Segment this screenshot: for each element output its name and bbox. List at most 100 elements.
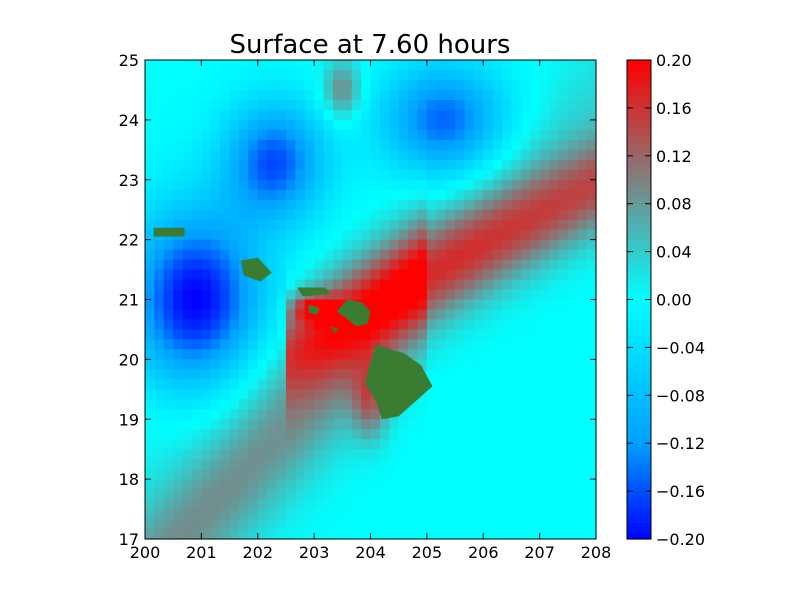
heatmap-cell xyxy=(332,529,343,540)
colorbar-swatch xyxy=(627,379,651,384)
heatmap-cell xyxy=(154,99,165,111)
heatmap-cell xyxy=(502,359,513,370)
colorbar-swatch xyxy=(627,235,651,241)
heatmap-cell xyxy=(145,269,155,281)
heatmap-cell xyxy=(464,169,475,181)
colorbar-swatch xyxy=(627,479,651,484)
heatmap-cell xyxy=(577,259,588,271)
heatmap-cell xyxy=(464,259,475,271)
heatmap-cell xyxy=(370,69,381,81)
heatmap-cell xyxy=(558,79,569,91)
heatmap-cell xyxy=(445,379,456,390)
heatmap-cell xyxy=(295,329,306,341)
heatmap-cell xyxy=(520,449,531,460)
colorbar-swatch xyxy=(627,191,651,197)
heatmap-cell xyxy=(473,79,484,91)
heatmap-cell xyxy=(361,249,372,261)
heatmap-cell xyxy=(567,269,578,281)
heatmap-cell xyxy=(398,419,409,430)
heatmap-cell xyxy=(398,319,409,331)
heatmap-cell xyxy=(173,79,184,91)
heatmap-cell xyxy=(379,219,390,231)
heatmap-cell xyxy=(426,269,437,281)
heatmap-cell xyxy=(145,259,155,271)
heatmap-cell xyxy=(323,269,334,281)
heatmap-cell xyxy=(304,129,315,141)
heatmap-cell xyxy=(285,319,296,331)
colorbar-swatch xyxy=(627,511,651,516)
heatmap-cell xyxy=(426,389,437,400)
heatmap-cell xyxy=(502,289,513,301)
heatmap-cell xyxy=(445,60,456,71)
heatmap-cell xyxy=(502,459,513,470)
heatmap-cell xyxy=(238,439,249,450)
heatmap-cell xyxy=(417,159,428,171)
heatmap-cell xyxy=(173,139,184,151)
heatmap-cell xyxy=(351,529,362,540)
heatmap-cell xyxy=(389,279,400,291)
heatmap-cell xyxy=(567,109,578,121)
heatmap-cell xyxy=(163,349,174,360)
heatmap-cell xyxy=(549,89,560,101)
colorbar-tick-label: −0.16 xyxy=(656,482,705,501)
heatmap-cell xyxy=(361,349,372,360)
heatmap-cell xyxy=(549,519,560,530)
heatmap-cell xyxy=(370,499,381,510)
heatmap-cell xyxy=(577,439,588,450)
heatmap-cell xyxy=(408,109,419,121)
heatmap-cell xyxy=(586,389,597,400)
heatmap-cell xyxy=(426,179,437,191)
colorbar-swatch xyxy=(627,387,651,392)
heatmap-cell xyxy=(389,209,400,221)
heatmap-cell xyxy=(520,60,531,71)
heatmap-cell xyxy=(445,289,456,301)
heatmap-cell xyxy=(370,299,381,311)
heatmap-cell xyxy=(145,99,155,111)
heatmap-cell xyxy=(342,289,353,301)
heatmap-cell xyxy=(229,419,240,430)
heatmap-cell xyxy=(408,519,419,530)
heatmap-cell xyxy=(304,249,315,261)
heatmap-cell xyxy=(558,129,569,141)
heatmap-cell xyxy=(370,449,381,460)
heatmap-cell xyxy=(210,69,221,81)
heatmap-cell xyxy=(304,449,315,460)
heatmap-cell xyxy=(558,439,569,450)
heatmap-cell xyxy=(285,149,296,161)
heatmap-cell xyxy=(314,89,325,101)
heatmap-cell xyxy=(361,129,372,141)
heatmap-cell xyxy=(549,179,560,191)
heatmap-cell xyxy=(201,229,212,241)
heatmap-cell xyxy=(304,519,315,530)
heatmap-cell xyxy=(558,429,569,440)
heatmap-cell xyxy=(267,69,278,81)
colorbar-swatch xyxy=(627,423,651,428)
heatmap-cell xyxy=(267,309,278,321)
heatmap-cell xyxy=(586,479,597,490)
heatmap-cell xyxy=(520,249,531,261)
heatmap-cell xyxy=(191,199,202,211)
heatmap-cell xyxy=(304,60,315,71)
heatmap-cell xyxy=(314,299,325,311)
heatmap-cell xyxy=(539,509,550,520)
heatmap-cell xyxy=(577,149,588,161)
heatmap-cell xyxy=(567,409,578,420)
heatmap-cell xyxy=(332,389,343,400)
heatmap-cell xyxy=(191,459,202,470)
heatmap-cell xyxy=(229,139,240,151)
heatmap-cell xyxy=(361,509,372,520)
heatmap-cell xyxy=(520,129,531,141)
heatmap-cell xyxy=(257,159,268,171)
heatmap-cell xyxy=(426,529,437,540)
heatmap-cell xyxy=(191,349,202,360)
colorbar-swatch xyxy=(627,483,651,488)
heatmap-cell xyxy=(332,459,343,470)
heatmap-cell xyxy=(323,479,334,490)
heatmap-cell xyxy=(370,419,381,430)
colorbar-swatch xyxy=(627,67,651,73)
colorbar-swatch xyxy=(627,299,651,305)
heatmap-cell xyxy=(191,329,202,341)
heatmap-cell xyxy=(220,209,231,221)
heatmap-cell xyxy=(426,499,437,510)
heatmap-cell xyxy=(304,489,315,500)
